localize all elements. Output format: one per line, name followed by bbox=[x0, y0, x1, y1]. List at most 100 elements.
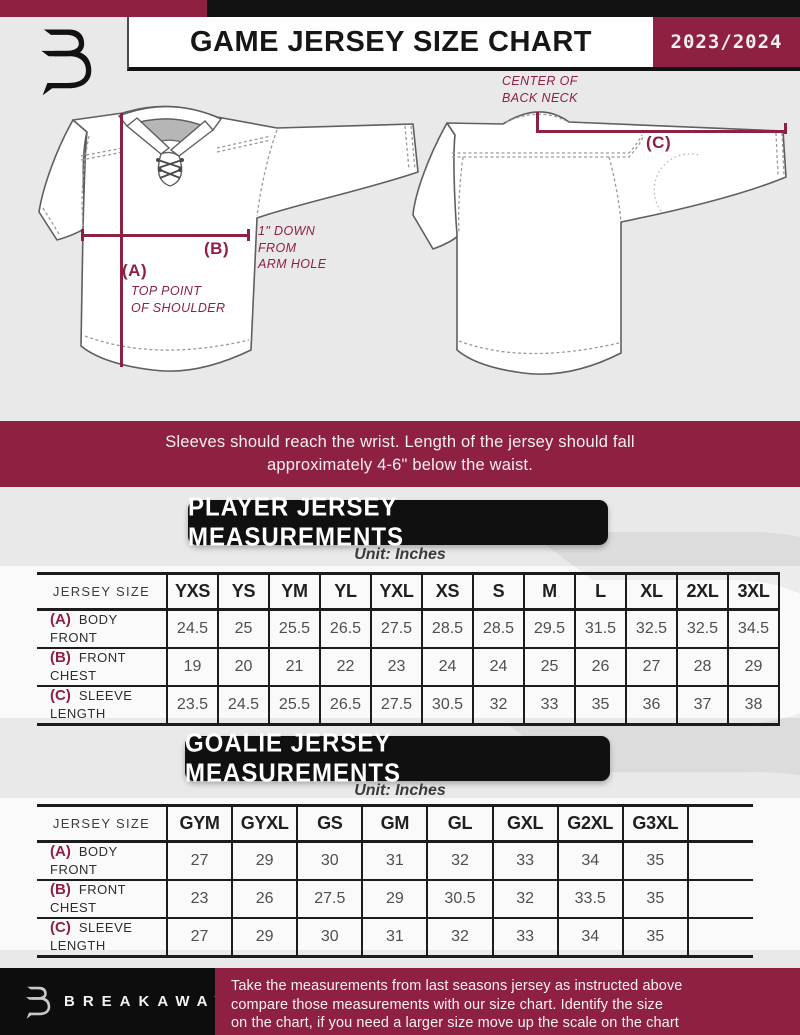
measurement-cell: 25 bbox=[523, 648, 575, 687]
table-corner-label: JERSEY SIZE bbox=[37, 572, 167, 611]
brand-name: BREAKAWAY bbox=[64, 993, 233, 1010]
size-column-header bbox=[686, 804, 753, 843]
header-maroon-strip bbox=[0, 0, 207, 17]
measurement-cell: 37 bbox=[676, 686, 728, 726]
label-a: (A) bbox=[122, 261, 148, 280]
player-section-title: PLAYER JERSEY MEASUREMENTS bbox=[188, 492, 405, 552]
measurement-cell: 27 bbox=[165, 841, 233, 881]
size-column-header: GL bbox=[426, 804, 493, 843]
table-row: (A) BODY FRONT 24.5 25 25.5 26.5 27.5 28.5 28.5 2… bbox=[37, 609, 779, 649]
measurement-cell: 26.5 bbox=[319, 609, 371, 649]
size-column-header: YXS bbox=[166, 572, 218, 611]
measurement-cell: 33 bbox=[523, 686, 575, 726]
measurement-cell: 29 bbox=[231, 841, 298, 881]
size-column-header: GYM bbox=[165, 804, 233, 843]
measurement-cell: 33 bbox=[491, 918, 558, 958]
size-column-header: GS bbox=[296, 804, 363, 843]
measurement-cell: 30 bbox=[296, 918, 363, 958]
row-label: (C) SLEEVE LENGTH bbox=[37, 918, 167, 958]
measurement-cell: 29 bbox=[727, 648, 779, 687]
measurement-cell: 27.5 bbox=[296, 880, 363, 919]
measurement-cell: 32.5 bbox=[676, 609, 728, 649]
measurement-cell: 34.5 bbox=[727, 609, 779, 649]
fit-notice-banner: Sleeves should reach the wrist. Length o… bbox=[0, 421, 800, 487]
size-column-header: XS bbox=[421, 572, 473, 611]
measurement-cell: 31 bbox=[361, 918, 428, 958]
label-c-caption: CENTER OF BACK NECK bbox=[502, 74, 578, 105]
measurement-cell: 28.5 bbox=[421, 609, 473, 649]
measurement-cell: 28.5 bbox=[472, 609, 524, 649]
measure-line-b-tick-left bbox=[81, 229, 84, 241]
measurement-cell: 33.5 bbox=[556, 880, 623, 919]
size-column-header: 2XL bbox=[676, 572, 728, 611]
measurement-cell: 32 bbox=[426, 918, 493, 958]
measurement-cell: 26 bbox=[574, 648, 626, 687]
measurement-cell: 28 bbox=[676, 648, 728, 687]
measurement-cell: 26 bbox=[231, 880, 298, 919]
season-label: 2023/2024 bbox=[670, 31, 783, 53]
label-b-caption: 1" DOWN FROM ARM HOLE bbox=[258, 224, 327, 271]
row-label: (A) BODY FRONT bbox=[37, 609, 167, 649]
measurement-cell: 27.5 bbox=[370, 686, 422, 726]
measure-line-a bbox=[120, 113, 123, 367]
measurement-cell: 32 bbox=[426, 841, 493, 881]
footer-instructions: Take the measurements from last seasons … bbox=[215, 968, 800, 1035]
table-row: (C) SLEEVE LENGTH 23.5 24.5 25.5 26.5 27.5 30.5… bbox=[37, 686, 779, 726]
player-size-table: JERSEY SIZE YXS YS YM YL YXL XS S M L XL 2XL 3XL (A) B… bbox=[37, 572, 780, 726]
footer-line: Take the measurements from last seasons … bbox=[231, 978, 683, 994]
size-column-header: YM bbox=[268, 572, 320, 611]
table-row: (B) FRONT CHEST 19 20 21 22 23 24 24 25 26 27 28 29 bbox=[37, 648, 779, 687]
measurement-cell: 26.5 bbox=[319, 686, 371, 726]
measurement-cell: 32 bbox=[491, 880, 558, 919]
table-row: (B) FRONT CHEST 23 26 27.5 29 30.5 32 33.5 35 bbox=[37, 880, 753, 919]
season-badge: 2023/2024 bbox=[653, 17, 800, 67]
measure-line-b bbox=[82, 234, 249, 237]
label-c: (C) bbox=[646, 133, 672, 152]
measurement-cell: 35 bbox=[574, 686, 626, 726]
label-a-caption: TOP POINT OF SHOULDER bbox=[131, 284, 226, 315]
measurement-cell: 25 bbox=[217, 609, 269, 649]
breakaway-logo-small-icon bbox=[22, 985, 52, 1019]
player-section-banner: PLAYER JERSEY MEASUREMENTS bbox=[188, 492, 608, 552]
back-jersey-diagram bbox=[412, 111, 787, 375]
measure-line-c bbox=[537, 130, 785, 133]
measurement-cell: 27.5 bbox=[370, 609, 422, 649]
size-column-header: S bbox=[472, 572, 524, 611]
measurement-cell: 33 bbox=[491, 841, 558, 881]
measurement-cell: 35 bbox=[621, 918, 688, 958]
measurement-cell: 30 bbox=[296, 841, 363, 881]
row-label: (B) FRONT CHEST bbox=[37, 648, 167, 687]
measurement-cell: 25.5 bbox=[268, 609, 320, 649]
measurement-cell: 38 bbox=[727, 686, 779, 726]
measurement-cell: 35 bbox=[621, 880, 688, 919]
footer-line: on the chart, if you need a larger size … bbox=[231, 1015, 679, 1031]
measurement-cell: 24 bbox=[421, 648, 473, 687]
measurement-cell: 31.5 bbox=[574, 609, 626, 649]
measurement-cell: 27 bbox=[625, 648, 677, 687]
measurement-cell: 24.5 bbox=[217, 686, 269, 726]
row-label: (C) SLEEVE LENGTH bbox=[37, 686, 167, 726]
measure-line-c-tick-right bbox=[784, 123, 787, 134]
measurement-cell: 29.5 bbox=[523, 609, 575, 649]
measurement-cell: 25.5 bbox=[268, 686, 320, 726]
measurement-cell: 23 bbox=[370, 648, 422, 687]
measurement-cell: 24 bbox=[472, 648, 524, 687]
size-column-header: YS bbox=[217, 572, 269, 611]
size-column-header: GYXL bbox=[231, 804, 298, 843]
row-label: (A) BODY FRONT bbox=[37, 841, 167, 881]
size-column-header: XL bbox=[625, 572, 677, 611]
table-row: (C) SLEEVE LENGTH 27 29 30 31 32 33 34 35 bbox=[37, 918, 753, 958]
measure-line-b-tick-right bbox=[247, 229, 250, 241]
size-column-header: YL bbox=[319, 572, 371, 611]
row-label: (B) FRONT CHEST bbox=[37, 880, 167, 919]
measurement-cell: 21 bbox=[268, 648, 320, 687]
measurement-cell: 35 bbox=[621, 841, 688, 881]
title-banner: GAME JERSEY SIZE CHART bbox=[127, 17, 653, 71]
footer-brand-block: BREAKAWAY bbox=[0, 968, 224, 1035]
measurement-cell: 34 bbox=[556, 841, 623, 881]
footer: BREAKAWAY Take the measurements from las… bbox=[0, 968, 800, 1035]
goalie-unit-label: Unit: Inches bbox=[354, 782, 446, 799]
measurement-cell: 29 bbox=[231, 918, 298, 958]
page-title: GAME JERSEY SIZE CHART bbox=[189, 25, 593, 58]
